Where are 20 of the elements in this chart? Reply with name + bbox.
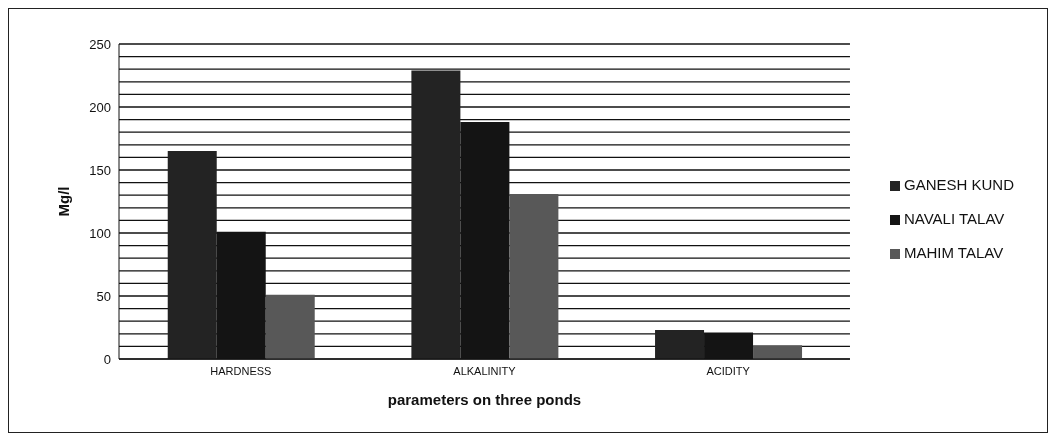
bar <box>167 151 217 359</box>
y-tick-label: 100 <box>89 225 111 241</box>
bar <box>509 193 559 359</box>
x-tick-label: ALKALINITY <box>453 364 517 377</box>
legend-label: MAHIM TALAV <box>903 244 1004 261</box>
y-tick-label: 0 <box>103 351 111 367</box>
y-tick-label: 250 <box>89 36 111 52</box>
bar <box>753 345 803 359</box>
bar <box>655 330 705 359</box>
bar <box>265 294 315 359</box>
legend-label: GANESH KUND <box>903 176 1014 193</box>
x-tick-label: ACIDITY <box>706 364 751 377</box>
legend-label: NAVALI TALAV <box>903 210 1005 227</box>
x-axis-title: parameters on three ponds <box>387 391 582 408</box>
bar <box>411 70 461 359</box>
x-tick-label: HARDNESS <box>210 364 272 377</box>
y-tick-label: 200 <box>89 99 111 115</box>
y-tick-label: 150 <box>89 162 111 178</box>
y-axis-title: Mg/l <box>55 186 73 217</box>
y-tick-label: 50 <box>96 288 111 304</box>
